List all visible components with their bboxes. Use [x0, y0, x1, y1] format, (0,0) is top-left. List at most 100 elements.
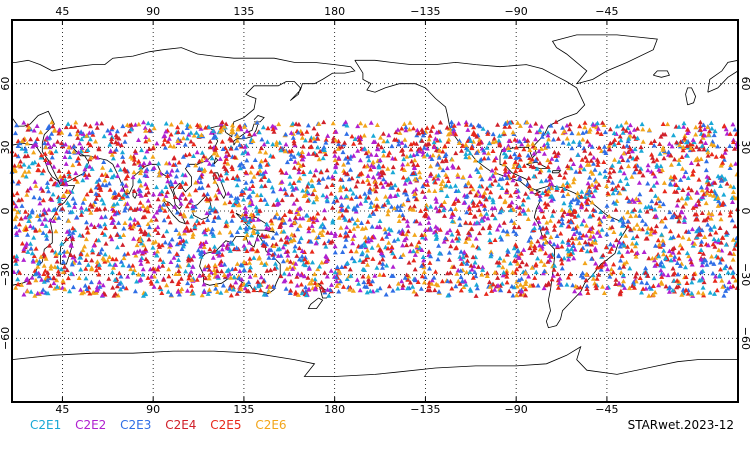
observation-marker	[637, 191, 643, 197]
observation-marker	[659, 167, 665, 172]
observation-marker	[692, 241, 698, 246]
observation-marker	[115, 210, 120, 216]
observation-marker	[392, 205, 397, 211]
observation-marker	[343, 119, 349, 125]
observation-marker	[223, 223, 229, 228]
observation-marker	[519, 289, 525, 294]
observation-marker	[677, 213, 683, 218]
observation-marker	[113, 147, 119, 152]
observation-marker	[721, 293, 727, 298]
observation-marker	[538, 207, 544, 212]
observation-marker	[504, 187, 510, 193]
observation-marker	[100, 230, 105, 235]
observation-marker	[593, 247, 599, 253]
observation-marker	[515, 120, 521, 125]
observation-marker	[298, 282, 304, 287]
observation-marker	[123, 285, 129, 291]
observation-marker	[497, 223, 502, 228]
observation-marker	[613, 185, 619, 190]
observation-marker	[571, 209, 577, 214]
observation-marker	[78, 251, 84, 257]
observation-marker	[617, 265, 623, 270]
observation-marker	[299, 253, 305, 259]
observation-marker	[242, 217, 248, 222]
observation-marker	[484, 270, 490, 276]
observation-marker	[405, 228, 411, 234]
observation-marker	[362, 191, 368, 196]
observation-marker	[138, 261, 144, 266]
observation-marker	[626, 163, 631, 169]
observation-marker	[590, 122, 596, 127]
observation-marker	[423, 227, 428, 232]
observation-marker	[667, 248, 672, 254]
observation-marker	[284, 159, 290, 165]
observation-marker	[591, 161, 596, 166]
observation-marker	[287, 181, 293, 186]
observation-marker	[116, 136, 122, 141]
observation-marker	[212, 133, 218, 138]
observation-marker	[730, 139, 736, 144]
observation-marker	[362, 243, 368, 248]
observation-marker	[579, 157, 585, 162]
observation-marker	[584, 158, 590, 163]
observation-marker	[686, 236, 692, 241]
observation-marker	[402, 188, 408, 193]
observation-marker	[470, 254, 476, 260]
observation-marker	[220, 178, 226, 183]
observation-marker	[622, 285, 628, 290]
observation-marker	[160, 202, 166, 207]
observation-marker	[307, 281, 312, 286]
observation-marker	[142, 125, 148, 130]
observation-marker	[577, 235, 582, 240]
observation-marker	[355, 123, 361, 129]
observation-marker	[196, 158, 202, 164]
observation-marker	[324, 197, 330, 202]
observation-marker	[528, 163, 534, 169]
observation-marker	[117, 234, 123, 239]
observation-marker	[143, 128, 149, 133]
observation-marker	[211, 233, 217, 238]
observation-marker	[50, 191, 56, 197]
observation-marker	[566, 248, 572, 254]
observation-marker	[282, 148, 288, 154]
observation-marker	[569, 130, 575, 136]
observation-marker	[121, 159, 126, 164]
observation-marker	[712, 244, 718, 249]
observation-marker	[290, 121, 296, 126]
observation-marker	[76, 260, 82, 265]
observation-marker	[421, 264, 427, 270]
observation-marker	[517, 123, 523, 128]
observation-marker	[339, 202, 345, 207]
observation-marker	[701, 279, 707, 285]
observation-marker	[507, 124, 512, 129]
observation-marker	[681, 217, 687, 223]
observation-marker	[218, 172, 224, 178]
observation-marker	[464, 193, 470, 198]
observation-marker	[598, 267, 604, 272]
observation-marker	[349, 196, 354, 201]
observation-marker	[343, 207, 349, 212]
observation-marker	[362, 234, 368, 240]
observation-marker	[241, 197, 246, 202]
observation-marker	[402, 237, 407, 243]
observation-marker	[172, 204, 177, 209]
observation-marker	[233, 195, 239, 201]
observation-marker	[421, 257, 427, 263]
observation-marker	[700, 135, 706, 140]
observation-marker	[551, 241, 557, 247]
observation-marker	[582, 124, 588, 130]
observation-marker	[35, 290, 41, 296]
observation-marker	[377, 157, 383, 163]
observation-marker	[645, 273, 651, 278]
observation-marker	[312, 271, 318, 277]
observation-marker	[48, 283, 53, 288]
observation-marker	[421, 279, 427, 285]
observation-marker	[699, 277, 705, 282]
observation-marker	[19, 146, 25, 151]
observation-marker	[516, 163, 522, 168]
observation-marker	[358, 201, 364, 206]
observation-marker	[645, 181, 651, 186]
observation-marker	[189, 277, 195, 282]
observation-marker	[256, 129, 262, 135]
observation-marker	[49, 154, 55, 160]
